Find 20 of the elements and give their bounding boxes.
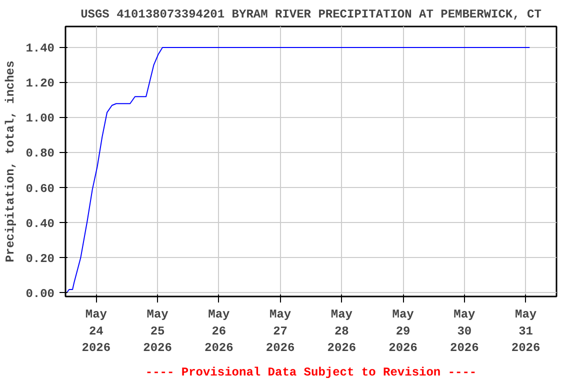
- x-tick-label: May 30 2026: [450, 308, 479, 356]
- y-tick-label: 1.40: [26, 42, 55, 56]
- x-tick-label: May 25 2026: [143, 308, 172, 356]
- x-tick-label: May 24 2026: [82, 308, 111, 356]
- y-tick-label: 1.00: [26, 112, 55, 126]
- y-tick-label: 0.40: [26, 216, 55, 231]
- x-tick-label: May 31 2026: [511, 308, 540, 356]
- y-axis-title: Precipitation, total, inches: [4, 60, 18, 262]
- y-tick-label: 0.00: [26, 286, 55, 301]
- x-tick-label: May 28 2026: [327, 308, 356, 356]
- y-tick-label: 0.60: [26, 182, 55, 196]
- x-tick-label: May 29 2026: [388, 308, 418, 356]
- x-tick-label: May 27 2026: [266, 308, 295, 356]
- chart-title: USGS 410138073394201 BYRAM RIVER PRECIPITATION AT PEMBERWICK, CT: [80, 8, 542, 22]
- y-tick-label: 0.20: [26, 252, 55, 266]
- text: ---- Provisional Data Subject to Revision ----: [145, 366, 477, 380]
- y-tick-label: 1.20: [26, 76, 55, 91]
- x-tick-label: May 26 2026: [204, 308, 234, 356]
- line-series: [66, 47, 530, 294]
- y-tick-label: 0.80: [26, 146, 55, 161]
